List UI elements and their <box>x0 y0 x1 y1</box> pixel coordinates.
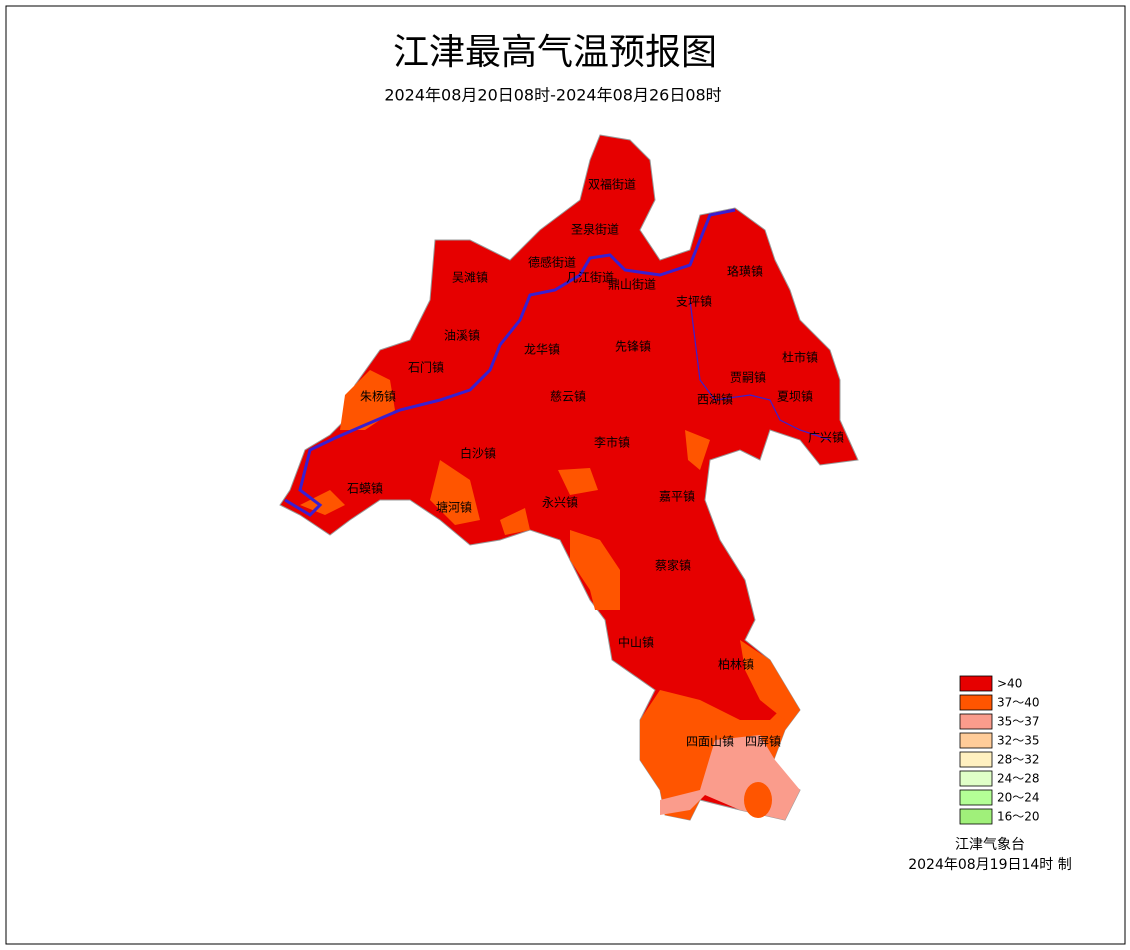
legend: >40 37～40 35～37 32～35 28～32 24～28 20～24 16～20 <box>959 675 1040 825</box>
town-label: 贾嗣镇 <box>730 371 766 385</box>
town-label: 双福街道 <box>588 177 636 192</box>
legend-label: 28～32 <box>997 753 1040 767</box>
town-label: 中山镇 <box>618 635 654 650</box>
town-label: 嘉平镇 <box>659 490 695 504</box>
warm-zone <box>430 460 480 525</box>
legend-swatch <box>959 808 993 825</box>
footer-issued: 2024年08月19日14时 制 <box>908 857 1072 873</box>
map <box>279 134 859 821</box>
legend-swatch <box>959 732 993 749</box>
warm-zone <box>500 508 530 535</box>
town-label: 白沙镇 <box>460 446 496 461</box>
warm-zone <box>558 468 598 495</box>
town-label: 几江街道 <box>566 271 614 285</box>
legend-label: >40 <box>997 677 1022 691</box>
warm-zone <box>340 370 395 430</box>
warm-zone <box>570 530 620 610</box>
footer-agency: 江津气象台 <box>955 837 1025 853</box>
town-label: 吴滩镇 <box>452 271 488 285</box>
town-label: 油溪镇 <box>444 329 480 343</box>
legend-label: 16～20 <box>997 810 1040 824</box>
warm-zone <box>740 640 800 720</box>
town-label: 杜市镇 <box>782 350 818 365</box>
legend-swatch <box>959 789 993 806</box>
legend-swatch <box>959 675 993 692</box>
legend-swatch <box>959 751 993 768</box>
town-label: 永兴镇 <box>542 496 578 510</box>
town-label: 西湖镇 <box>697 392 733 407</box>
town-label: 德感街道 <box>528 255 576 270</box>
warm-zone <box>300 490 345 515</box>
legend-label: 32～35 <box>997 734 1040 748</box>
warm-zone <box>744 782 772 818</box>
town-label: 龙华镇 <box>524 343 560 357</box>
legend-swatch <box>959 713 993 730</box>
subtitle: 2024年08月20日08时-2024年08月26日08时 <box>384 86 721 105</box>
legend-swatch <box>959 694 993 711</box>
warm-zone <box>685 430 710 470</box>
town-label: 蔡家镇 <box>655 558 691 573</box>
town-label: 支坪镇 <box>676 295 712 309</box>
town-label: 石门镇 <box>408 360 444 375</box>
town-label: 四面山镇 <box>686 735 734 749</box>
town-label: 四屏镇 <box>745 735 781 749</box>
town-label: 塘河镇 <box>436 500 472 515</box>
title: 江津最高气温预报图 <box>393 32 717 73</box>
town-label: 鼎山街道 <box>608 278 656 292</box>
town-label: 朱杨镇 <box>360 389 396 404</box>
town-label: 广兴镇 <box>808 431 844 445</box>
legend-label: 37～40 <box>997 696 1040 710</box>
legend-label: 35～37 <box>997 715 1040 729</box>
town-label: 先锋镇 <box>615 340 651 354</box>
town-label: 珞璜镇 <box>727 265 763 279</box>
legend-label: 24～28 <box>997 772 1040 786</box>
river <box>689 299 831 441</box>
town-label: 李市镇 <box>594 435 630 450</box>
town-label: 柏林镇 <box>718 657 754 672</box>
town-label: 慈云镇 <box>550 389 586 404</box>
town-label: 圣泉街道 <box>571 223 619 237</box>
town-label: 夏坝镇 <box>777 390 813 404</box>
legend-label: 20～24 <box>997 791 1040 805</box>
town-label: 石蟆镇 <box>347 482 383 496</box>
river <box>284 208 736 517</box>
legend-swatch <box>959 770 993 787</box>
